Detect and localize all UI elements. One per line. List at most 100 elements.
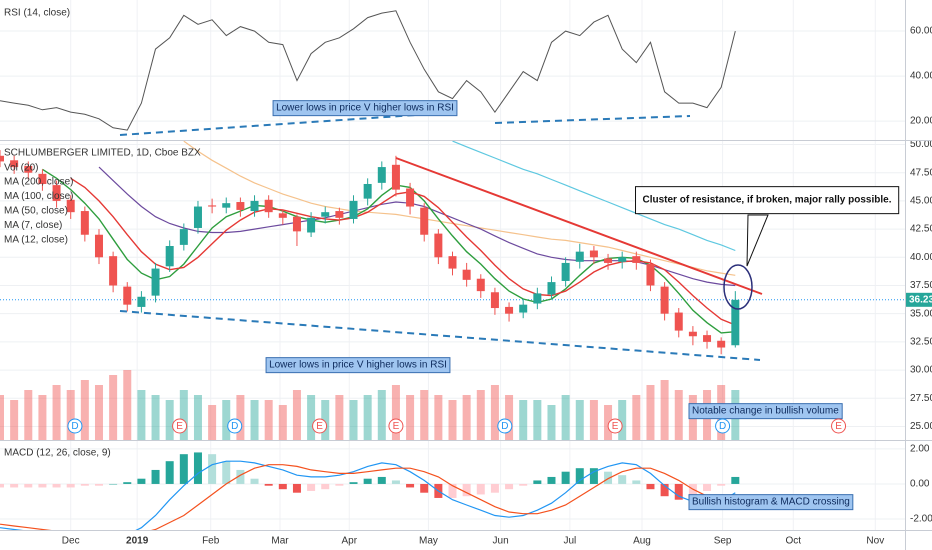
volume-bar (490, 385, 499, 440)
event-label: E (393, 421, 400, 432)
y-tick-label: 30.00 (910, 365, 932, 376)
volume-bar (349, 400, 358, 440)
histogram-bar (307, 483, 316, 491)
line (0, 464, 736, 530)
y-tick-label: -2.00 (910, 514, 932, 525)
annotation-box (688, 403, 843, 420)
histogram-bar (38, 483, 47, 488)
y-tick-label: 42.50 (910, 224, 932, 235)
callout-text: Cluster of resistance, if broken, major … (643, 195, 892, 206)
panel-title: SCHLUMBERGER LIMITED, 1D, Cboe BZX (4, 148, 201, 159)
drawings (119, 157, 769, 361)
volume-bar (250, 400, 259, 440)
volume-bar (575, 400, 584, 440)
histogram-bar (24, 483, 33, 488)
histogram-bar (547, 476, 556, 484)
volume-bar (476, 390, 485, 440)
annotation-box (265, 357, 451, 374)
candle-body (38, 173, 47, 184)
histogram-bar (137, 478, 146, 484)
candle-body (165, 246, 174, 267)
panel-title: MACD (12, 26, close, 9) (4, 448, 111, 459)
candle-body (52, 185, 61, 201)
candle-body (66, 199, 75, 213)
candle-body (151, 268, 160, 296)
annotation: Lower lows in price V higher lows in RSI (269, 360, 447, 371)
histogram-bar (208, 454, 217, 484)
volume-bar (462, 395, 471, 440)
candle-body (264, 199, 273, 213)
candle-body (222, 203, 231, 208)
x-tick-label: Feb (202, 536, 220, 547)
histogram-bar (109, 483, 118, 485)
legend-item: MA (12, close) (4, 235, 68, 246)
volume-bar (66, 390, 75, 440)
histogram-bar (674, 483, 683, 500)
candle-body (575, 251, 584, 262)
panel-title: RSI (14, close) (4, 8, 70, 19)
histogram-bar (94, 483, 103, 486)
volume-bar (94, 385, 103, 440)
candle-body (123, 286, 132, 305)
candle-body (604, 258, 613, 263)
histogram-bar (476, 483, 485, 495)
legend-item: MA (100, close) (4, 191, 73, 202)
histogram-bar (731, 476, 740, 484)
histogram-bar (10, 483, 19, 488)
candle-body (335, 211, 344, 218)
volume-bar (674, 390, 683, 440)
histogram-bar (66, 483, 75, 488)
volume-bar (420, 390, 429, 440)
volume-bar (307, 395, 316, 440)
candle-body (363, 183, 372, 199)
x-tick-label: Jun (493, 536, 509, 547)
histogram-bar (660, 483, 669, 497)
volume-bar (24, 390, 33, 440)
volume-bar (589, 400, 598, 440)
event-marker (227, 418, 243, 434)
volume-bar (0, 395, 4, 440)
event-label: D (501, 421, 508, 432)
line (0, 10, 736, 131)
histogram-bar (264, 483, 273, 486)
volume-bar (193, 395, 202, 440)
candle-body (391, 164, 400, 190)
volume-bar (448, 400, 457, 440)
volume-bar (406, 395, 415, 440)
event-label: E (176, 421, 183, 432)
y-tick-label: 40.00 (910, 252, 932, 263)
resistance-line (395, 157, 763, 295)
y-tick-label: 2.00 (910, 444, 930, 455)
x-tick-label: Jul (563, 536, 576, 547)
x-tick-label: Aug (633, 536, 651, 547)
histogram-bar (123, 482, 132, 484)
support-line (119, 310, 761, 361)
volume-bar (10, 400, 19, 440)
histogram-bar (717, 483, 726, 486)
candle-body (208, 205, 217, 207)
histogram-bar (335, 483, 344, 486)
histogram-bar (604, 471, 613, 484)
histogram-bar (632, 480, 641, 484)
histogram-bar (250, 478, 259, 484)
y-tick-label: 27.50 (910, 393, 932, 404)
histogram-bar (505, 483, 514, 490)
candle-body (448, 256, 457, 269)
histogram-bar (406, 483, 415, 488)
y-tick-label: 47.50 (910, 167, 932, 178)
volume-bar (123, 370, 132, 440)
y-tick-label: 37.50 (910, 280, 932, 291)
volume-bar (80, 380, 89, 440)
candle-body (137, 296, 146, 307)
candle-body (632, 256, 641, 263)
histogram-bar (589, 468, 598, 484)
callout-pointer (746, 214, 769, 267)
event-label: D (719, 421, 726, 432)
histogram-bar (52, 483, 61, 488)
candle-body (462, 269, 471, 280)
histogram-bar (519, 483, 528, 486)
volume-bar (264, 400, 273, 440)
event-marker (67, 418, 83, 434)
volume-bar (377, 390, 386, 440)
volume-bar (179, 390, 188, 440)
